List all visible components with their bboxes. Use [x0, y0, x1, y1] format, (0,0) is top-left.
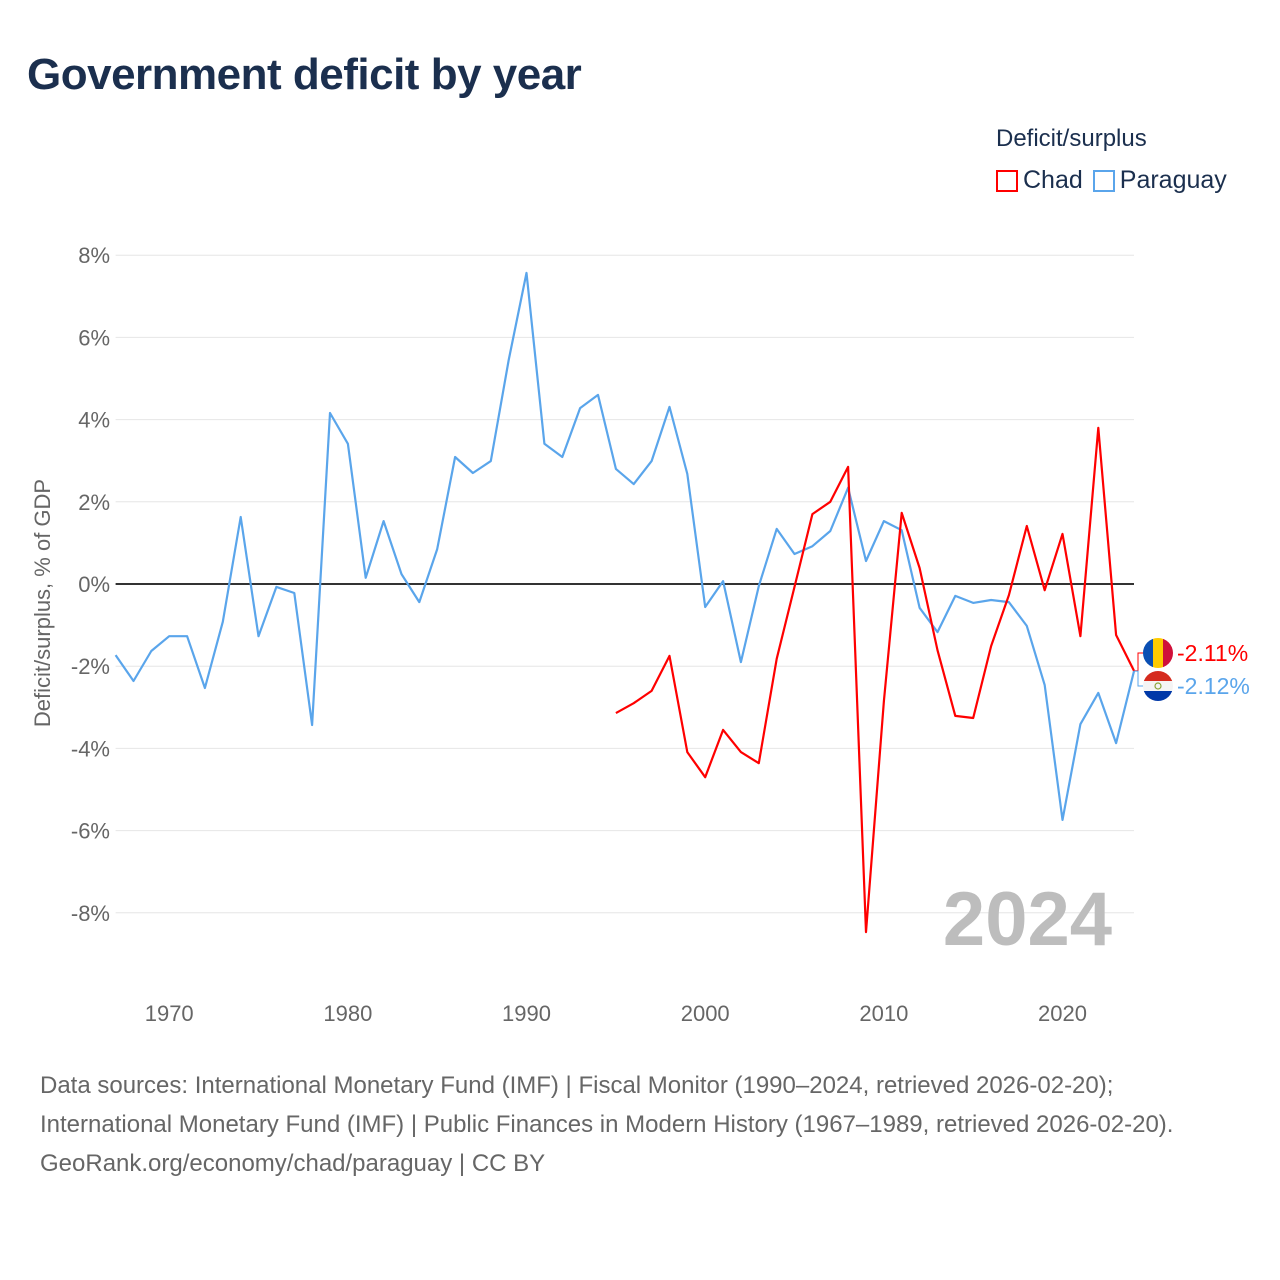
x-tick-label: 2020: [1038, 1001, 1087, 1026]
legend-label-chad: Chad: [1023, 166, 1083, 194]
legend-item-chad[interactable]: Chad: [996, 166, 1083, 195]
credit-link[interactable]: GeoRank.org/economy/chad/paraguay | CC B…: [40, 1150, 546, 1177]
end-value-label-paraguay: -2.12%: [1177, 673, 1250, 699]
x-tick-label: 2000: [681, 1001, 730, 1026]
series-line-paraguay: [114, 271, 1136, 822]
legend-title: Deficit/surplus: [996, 125, 1147, 152]
y-tick-label: -4%: [71, 736, 110, 761]
legend: Chad Paraguay: [996, 166, 1227, 195]
chart-title: Government deficit by year: [27, 50, 582, 99]
y-axis-label: Deficit/surplus, % of GDP: [30, 479, 55, 727]
y-tick-label: -2%: [71, 654, 110, 679]
paraguay-flag-icon: [1143, 671, 1173, 701]
legend-item-paraguay[interactable]: Paraguay: [1092, 166, 1227, 195]
y-tick-label: -8%: [71, 901, 110, 926]
x-tick-label: 2010: [859, 1001, 908, 1026]
y-tick-label: 0%: [78, 572, 110, 597]
end-value-label-chad: -2.11%: [1177, 640, 1248, 666]
series-line-chad: [615, 426, 1135, 934]
line-chart: 8% 6% 4% 2% 0% -2% -4% -6% -8% 1970 1980 1990 2000 20…: [30, 243, 1250, 1026]
footer: Data sources: International Monetary Fun…: [40, 1066, 1240, 1183]
x-tick-label: 1980: [323, 1001, 372, 1026]
label-connector: [1134, 670, 1144, 687]
y-tick-label: 6%: [78, 325, 110, 350]
label-connector: [1134, 652, 1144, 672]
data-sources: Data sources: International Monetary Fun…: [40, 1072, 1174, 1138]
y-tick-label: -6%: [71, 819, 110, 844]
y-tick-label: 2%: [78, 490, 110, 515]
year-annotation: 2024: [943, 877, 1112, 962]
y-tick-label: 4%: [78, 408, 110, 433]
y-tick-label: 8%: [78, 243, 110, 268]
x-tick-label: 1990: [502, 1001, 551, 1026]
legend-swatch-paraguay: [1092, 169, 1115, 192]
legend-swatch-chad: [996, 169, 1018, 192]
x-tick-label: 1970: [145, 1001, 194, 1026]
chad-flag-icon: [1143, 638, 1173, 668]
legend-label-paraguay: Paraguay: [1119, 166, 1227, 194]
